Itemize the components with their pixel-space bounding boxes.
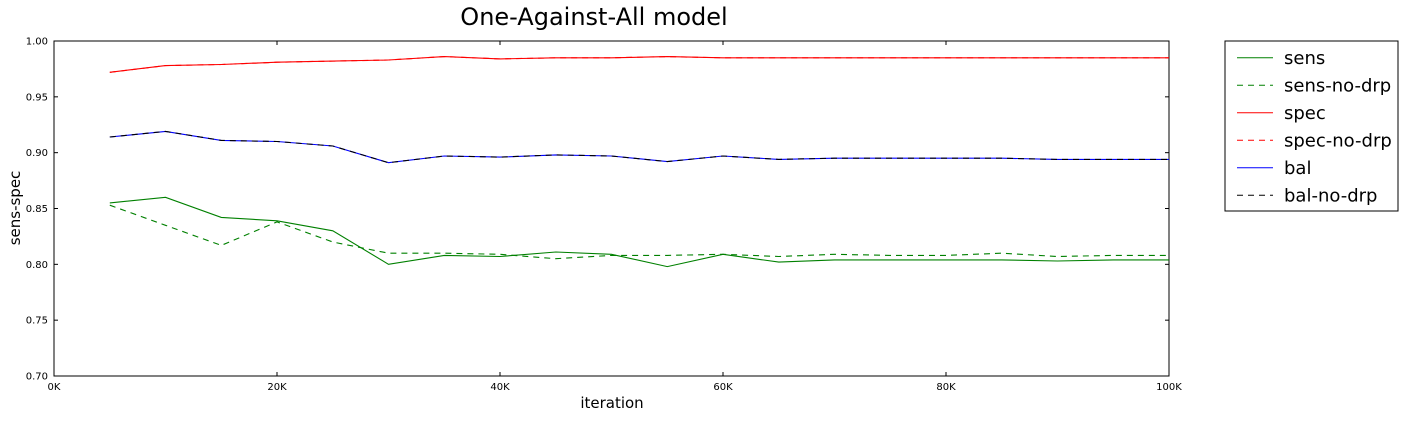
x-tick-label: 80K (936, 382, 956, 393)
y-tick-label: 0.95 (26, 92, 48, 103)
plot-frame (53, 40, 1170, 377)
x-tick-label: 60K (713, 382, 733, 393)
legend-label-bal: bal (1284, 158, 1311, 179)
x-tick-label: 20K (267, 382, 287, 393)
x-tick-label: 100K (1156, 382, 1182, 393)
x-tick-label: 40K (490, 382, 510, 393)
legend-label-bal-no-drp: bal-no-drp (1284, 185, 1377, 206)
legend-label-sens: sens (1284, 48, 1325, 69)
series-line-sens-no-drp (109, 204, 1169, 260)
y-tick-label: 0.75 (26, 316, 48, 327)
y-axis-title: sens-spec (6, 171, 24, 246)
legend-label-sens-no-drp: sens-no-drp (1284, 75, 1391, 96)
x-axis-title: iteration (580, 394, 643, 412)
y-tick-label: 0.90 (26, 148, 48, 159)
legend: sens sens-no-drp spec spec-no-drp bal bal-no-… (1224, 40, 1399, 212)
series-line-spec-no-drp (109, 56, 1169, 73)
x-tick-label: 0K (48, 382, 61, 393)
y-tick-label: 0.80 (26, 260, 48, 271)
legend-label-spec: spec (1284, 103, 1326, 124)
y-tick-label: 0.85 (26, 204, 48, 215)
chart-title: One-Against-All model (460, 3, 727, 31)
plot-area: 0K 20K 40K 60K 80K 100K 0.70 0.75 0.80 0.85 0.90 0.… (26, 37, 1183, 394)
legend-box (1224, 40, 1399, 212)
series-line-bal-no-drp (109, 130, 1169, 164)
y-tick-label: 1.00 (26, 37, 48, 48)
series-line-sens (109, 196, 1169, 268)
legend-label-spec-no-drp: spec-no-drp (1284, 130, 1392, 151)
y-tick-label: 0.70 (26, 372, 48, 383)
